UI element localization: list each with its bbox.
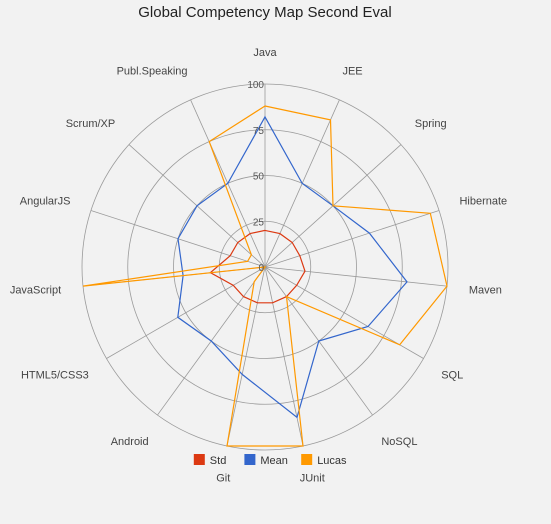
series-line-std	[209, 229, 306, 304]
legend-label-lucas: Lucas	[317, 455, 347, 467]
axis-label-4: Maven	[469, 284, 502, 296]
point-lucas-2	[331, 204, 334, 207]
point-lucas-1	[329, 118, 332, 121]
point-lucas-8	[225, 445, 228, 448]
legend-label-std: Std	[210, 455, 227, 467]
spoke-7	[264, 266, 304, 447]
axis-label-11: JavaScript	[10, 284, 61, 296]
axis-label-0: Java	[253, 47, 277, 59]
point-lucas-11	[82, 285, 85, 288]
point-mean-1	[301, 182, 304, 185]
point-lucas-13	[250, 253, 253, 256]
axis-label-14: Publ.Speaking	[117, 66, 188, 78]
point-std-9	[242, 295, 245, 298]
tick-label-1: 25	[253, 217, 265, 228]
point-std-10	[232, 284, 235, 287]
point-std-5	[295, 284, 298, 287]
point-lucas-14	[208, 140, 211, 143]
axis-label-5: SQL	[441, 370, 463, 382]
legend[interactable]: Std Mean Lucas	[193, 454, 347, 467]
point-mean-0	[264, 115, 267, 118]
legend-swatch-lucas	[301, 454, 313, 465]
axis-label-12: AngularJS	[20, 196, 71, 208]
axis-label-8: Git	[216, 472, 230, 484]
legend-item-lucas[interactable]: Lucas	[301, 454, 347, 467]
spoke-3	[264, 210, 440, 268]
spoke-10	[106, 266, 266, 359]
point-mean-6	[317, 340, 320, 343]
radar-series	[82, 104, 448, 448]
point-mean-5	[367, 325, 370, 328]
point-mean-12	[176, 237, 179, 240]
axis-labels: Java JEE Spring Hibernate Maven SQL NoSQL JUnit…	[10, 47, 507, 484]
point-mean-8	[241, 373, 244, 376]
legend-swatch-std	[193, 454, 205, 465]
tick-label-2: 50	[253, 172, 265, 183]
point-std-8	[256, 301, 259, 304]
point-lucas-4	[445, 285, 448, 288]
point-lucas-12	[246, 260, 249, 263]
legend-swatch-mean	[244, 454, 256, 465]
point-mean-3	[368, 232, 371, 235]
legend-item-mean[interactable]: Mean	[244, 454, 288, 467]
axis-label-2: Spring	[415, 118, 447, 130]
tick-label-4: 100	[247, 80, 264, 91]
legend-label-mean: Mean	[260, 455, 288, 467]
point-std-1	[278, 232, 281, 235]
point-std-12	[229, 254, 232, 257]
axis-label-6: NoSQL	[381, 436, 417, 448]
axis-label-3: Hibernate	[459, 196, 507, 208]
axis-label-10: HTML5/CSS3	[21, 370, 89, 382]
legend-item-std[interactable]: Std	[193, 454, 227, 467]
axis-label-9: Android	[111, 436, 149, 448]
axis-label-1: JEE	[342, 66, 362, 78]
point-lucas-9	[253, 280, 256, 283]
point-std-3	[298, 254, 301, 257]
point-lucas-7	[302, 445, 305, 448]
point-std-7	[271, 301, 274, 304]
tick-label-3: 75	[253, 126, 265, 137]
axis-label-13: Scrum/XP	[66, 118, 116, 130]
point-mean-7	[295, 416, 298, 419]
spoke-8	[226, 266, 266, 447]
tick-label-0: 0	[258, 263, 264, 274]
point-mean-9	[210, 340, 213, 343]
series-line-mean	[177, 115, 408, 419]
spoke-4	[264, 266, 448, 287]
point-std-2	[291, 241, 294, 244]
chart-title: Global Competency Map Second Eval	[138, 4, 391, 21]
point-lucas-5	[398, 343, 401, 346]
axis-label-7: JUnit	[300, 472, 325, 484]
point-std-0	[264, 229, 267, 232]
radial-ticks: 0 25 50 75 100	[247, 80, 264, 274]
point-lucas-0	[264, 104, 267, 107]
point-std-13	[236, 241, 239, 244]
point-std-4	[304, 270, 307, 273]
point-mean-10	[176, 316, 179, 319]
point-lucas-6	[285, 295, 288, 298]
point-mean-4	[405, 280, 408, 283]
point-lucas-3	[429, 212, 432, 215]
point-std-14	[249, 232, 252, 235]
series-line-lucas	[82, 105, 448, 447]
point-mean-14	[226, 182, 229, 185]
point-mean-13	[196, 204, 199, 207]
